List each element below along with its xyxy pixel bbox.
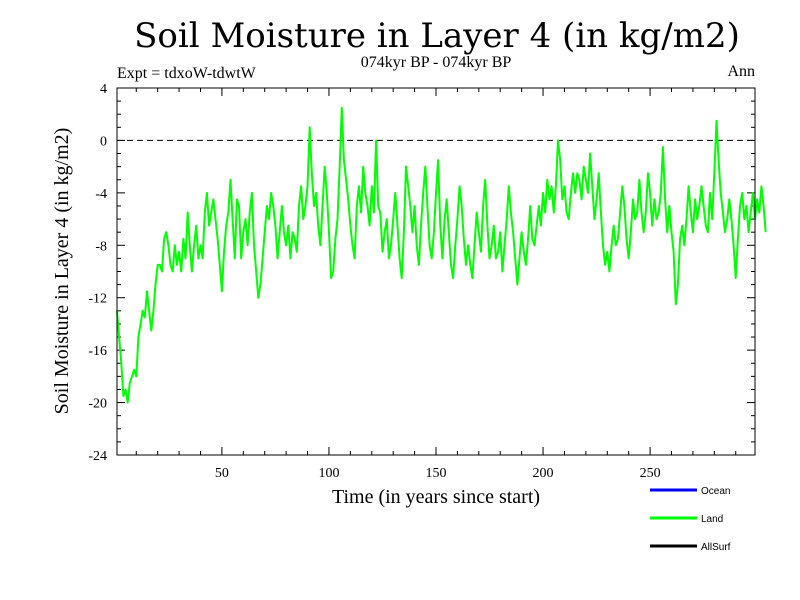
chart-subtitle: 074kyr BP - 074kyr BP — [361, 54, 512, 71]
legend-label-allsurf: AllSurf — [701, 542, 731, 553]
x-tick-label: 200 — [533, 466, 554, 481]
y-tick-label: -24 — [88, 449, 107, 464]
x-tick-label: 50 — [215, 466, 229, 481]
x-tick-label: 250 — [640, 466, 661, 481]
x-tick-label: 150 — [426, 466, 447, 481]
y-tick-label: 0 — [100, 134, 107, 149]
y-tick-label: -16 — [88, 344, 107, 359]
experiment-label: Expt = tdxoW-tdwtW — [117, 65, 257, 82]
y-tick-label: -12 — [88, 292, 107, 307]
x-tick-label: 100 — [318, 466, 339, 481]
y-tick-label: -8 — [95, 239, 107, 254]
x-axis-label: Time (in years since start) — [332, 486, 540, 508]
axes-layer: 50 100 150 200 250 -24 -20 -16 -12 -8 -4 0 4 — [88, 82, 755, 481]
legend: Ocean Land AllSurf — [650, 486, 731, 553]
series-layer — [116, 106, 767, 404]
period-label: Ann — [727, 63, 755, 80]
chart-title: Soil Moisture in Layer 4 (in kg/m2) — [134, 16, 740, 56]
y-tick-label: -20 — [88, 397, 107, 412]
legend-label-land: Land — [701, 514, 723, 525]
y-axis-label: Soil Moisture in Layer 4 (in kg/m2) — [51, 128, 73, 415]
series-line-land — [116, 106, 767, 404]
plot-frame — [116, 87, 756, 456]
legend-label-ocean: Ocean — [701, 486, 730, 497]
y-tick-label: 4 — [100, 82, 107, 97]
y-tick-label: -4 — [95, 187, 107, 202]
